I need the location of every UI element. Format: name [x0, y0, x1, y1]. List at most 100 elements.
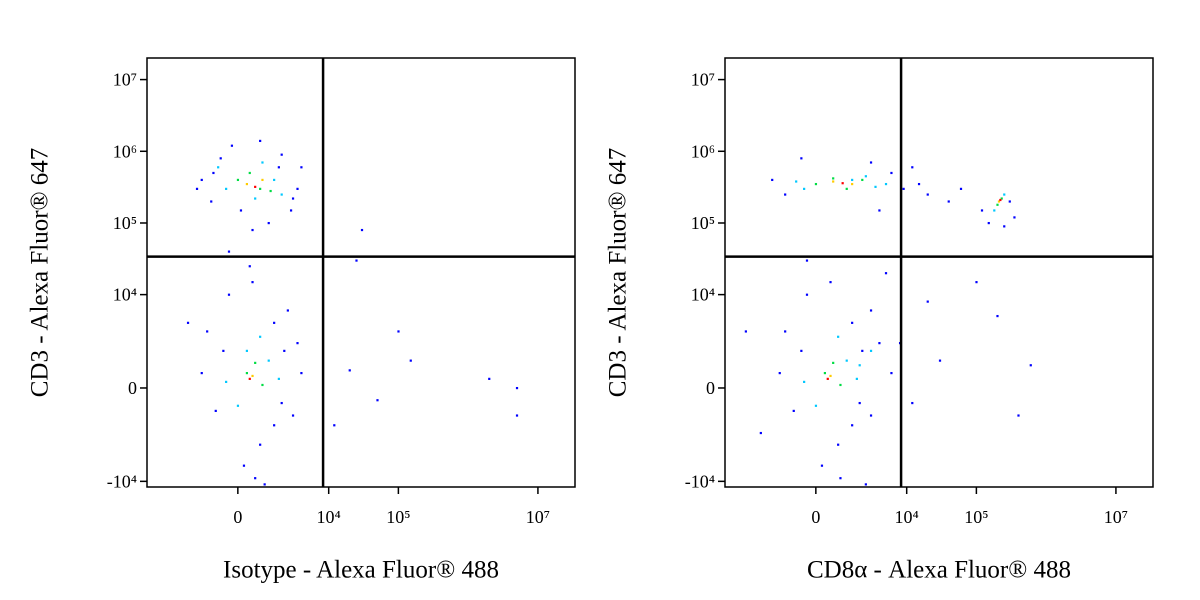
- event-dot: [845, 187, 848, 190]
- event-dot: [878, 209, 881, 212]
- event-dot: [864, 175, 867, 178]
- x-axis-label: CD8α - Alexa Fluor® 488: [807, 557, 1071, 584]
- event-dot: [993, 209, 996, 212]
- event-dot: [217, 166, 220, 169]
- event-dot: [186, 321, 190, 324]
- event-dot: [248, 171, 251, 175]
- event-dot: [826, 377, 829, 380]
- event-dot: [996, 203, 999, 206]
- event-dot: [832, 177, 835, 180]
- event-dot: [795, 180, 798, 183]
- event-dot: [959, 187, 963, 190]
- event-dot: [917, 182, 921, 186]
- x-tick-label: 10⁵: [964, 507, 988, 527]
- event-dot: [376, 399, 379, 402]
- event-dot: [1029, 364, 1032, 367]
- event-dot: [851, 182, 854, 186]
- event-dot: [884, 182, 888, 186]
- y-tick-label: 10⁷: [113, 70, 137, 90]
- event-dot: [277, 377, 280, 380]
- event-dot: [259, 335, 262, 338]
- event-dot: [251, 228, 254, 232]
- event-dot: [300, 371, 303, 375]
- event-dot: [837, 335, 840, 338]
- event-dot: [800, 349, 803, 352]
- event-dot: [855, 377, 858, 380]
- event-dot: [878, 342, 881, 345]
- y-tick-label: -10⁴: [685, 471, 715, 491]
- x-tick-label: 10⁴: [317, 507, 341, 527]
- y-tick-label: 10⁴: [691, 285, 715, 305]
- event-dot: [851, 424, 854, 427]
- x-tick-label: 10⁷: [1104, 507, 1128, 527]
- event-dot: [926, 300, 929, 303]
- event-dot: [280, 193, 283, 196]
- event-dot: [200, 178, 203, 182]
- event-dot: [286, 309, 289, 312]
- event-dot: [195, 187, 199, 190]
- event-dot: [227, 293, 231, 296]
- x-tick-label: 10⁵: [386, 507, 410, 527]
- event-dot: [823, 371, 827, 375]
- event-dot: [261, 161, 264, 164]
- event-dot: [248, 265, 251, 268]
- event-dot: [245, 182, 249, 186]
- event-dot: [225, 187, 228, 190]
- event-dot: [911, 166, 914, 169]
- event-dot: [839, 383, 842, 387]
- event-dot: [212, 171, 215, 175]
- y-tick-label: 0: [706, 378, 715, 398]
- event-dot: [254, 185, 257, 188]
- event-dot: [254, 361, 257, 364]
- event-dot: [832, 180, 835, 183]
- event-dot: [829, 374, 832, 378]
- event-dot: [839, 477, 842, 480]
- event-dot: [360, 228, 364, 232]
- x-tick-label: 10⁴: [895, 507, 919, 527]
- event-dot: [759, 431, 762, 435]
- event-dot: [1017, 414, 1020, 417]
- event-dot: [397, 330, 400, 333]
- event-dot: [251, 281, 254, 284]
- event-dot: [200, 371, 203, 375]
- event-dot: [219, 157, 222, 160]
- event-dot: [884, 272, 888, 275]
- event-dot: [864, 483, 867, 486]
- event-dot: [289, 209, 293, 212]
- event-dot: [996, 314, 999, 318]
- event-dot: [214, 409, 217, 412]
- event-dot: [987, 221, 990, 225]
- event-dot: [845, 359, 848, 362]
- event-dot: [245, 371, 249, 375]
- event-dot: [771, 178, 774, 182]
- event-dot: [236, 178, 240, 182]
- y-tick-label: 10⁵: [691, 213, 715, 233]
- event-dot: [851, 321, 854, 324]
- event-dot: [858, 364, 861, 367]
- event-dot: [861, 178, 864, 182]
- event-dot: [300, 166, 303, 169]
- x-tick-label: 0: [233, 507, 242, 527]
- event-dot: [784, 330, 787, 333]
- y-tick-label: -10⁴: [107, 471, 137, 491]
- event-dot: [820, 464, 824, 467]
- event-dot: [210, 200, 213, 203]
- event-dot: [259, 139, 262, 143]
- event-dot: [890, 171, 893, 175]
- event-dot: [269, 189, 272, 193]
- event-dot: [267, 359, 270, 362]
- y-tick-label: 10⁴: [113, 285, 137, 305]
- event-dot: [837, 443, 840, 446]
- event-dot: [869, 161, 873, 164]
- y-axis-label: CD3 - Alexa Fluor® 647: [605, 148, 632, 398]
- event-dot: [248, 377, 251, 380]
- event-dot: [805, 259, 809, 262]
- event-dot: [259, 187, 262, 190]
- event-dot: [829, 281, 832, 284]
- y-tick-label: 10⁶: [113, 141, 137, 161]
- event-dot: [296, 342, 299, 345]
- event-dot: [861, 349, 864, 352]
- event-dot: [267, 221, 270, 225]
- event-dot: [273, 424, 276, 427]
- event-dot: [999, 198, 1002, 202]
